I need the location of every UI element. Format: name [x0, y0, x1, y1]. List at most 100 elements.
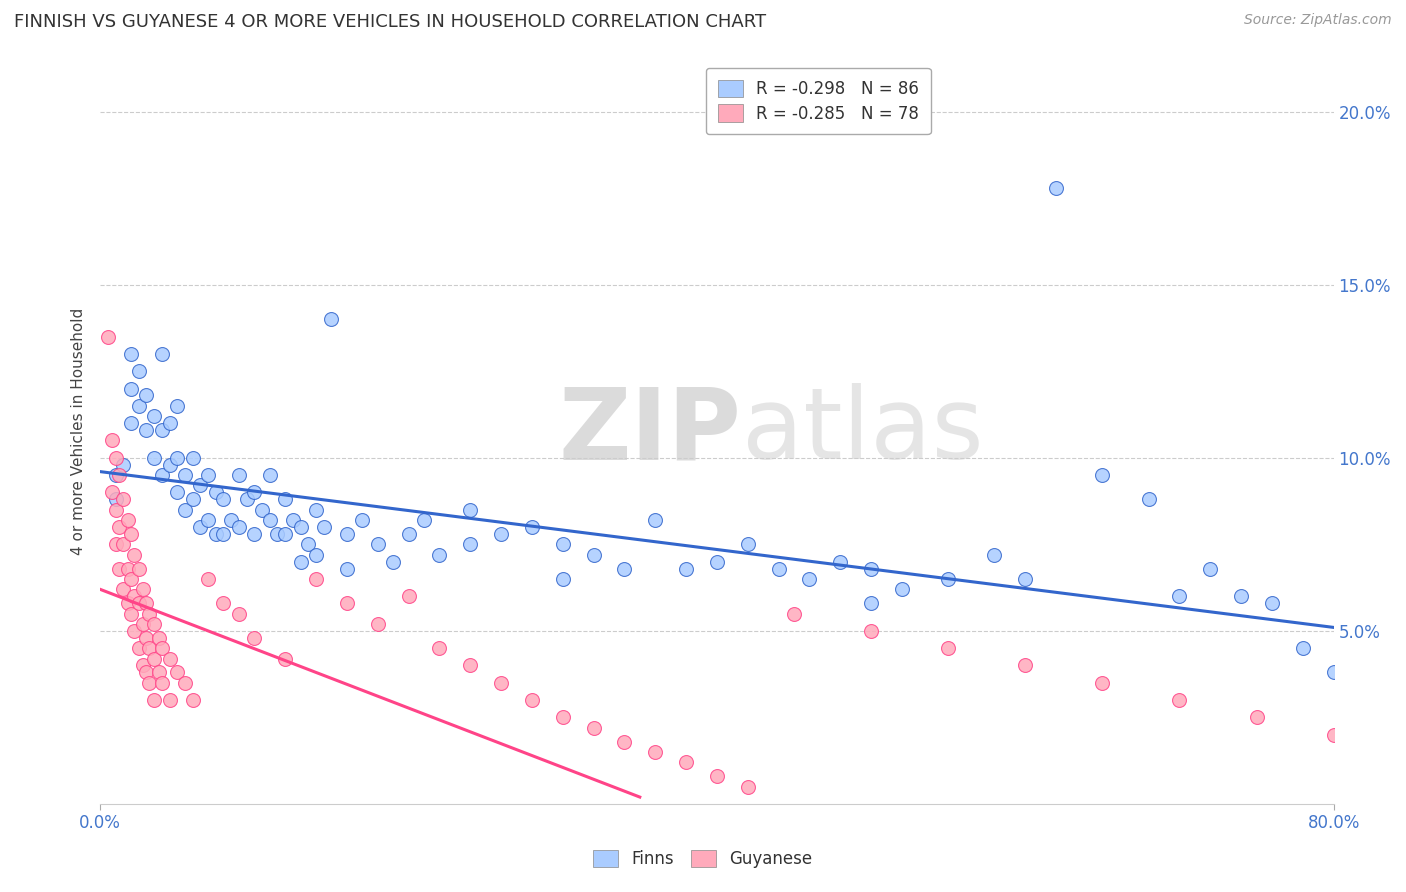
Point — [138, 675, 160, 690]
Point — [143, 693, 166, 707]
Point — [259, 468, 281, 483]
Point — [398, 589, 420, 603]
Point — [1323, 665, 1346, 680]
Point — [117, 513, 139, 527]
Point — [143, 651, 166, 665]
Point — [936, 572, 959, 586]
Point — [551, 710, 574, 724]
Point — [117, 596, 139, 610]
Point — [128, 561, 150, 575]
Point — [1168, 589, 1191, 603]
Point — [117, 561, 139, 575]
Point — [367, 616, 389, 631]
Point — [128, 641, 150, 656]
Point — [174, 675, 197, 690]
Point — [107, 468, 129, 483]
Point — [135, 665, 157, 680]
Point — [336, 596, 359, 610]
Point — [212, 527, 235, 541]
Point — [367, 537, 389, 551]
Point — [1199, 561, 1222, 575]
Point — [104, 502, 127, 516]
Point — [675, 756, 697, 770]
Point — [104, 537, 127, 551]
Point — [148, 631, 170, 645]
Point — [143, 409, 166, 424]
Point — [1045, 180, 1067, 194]
Point — [1137, 492, 1160, 507]
Point — [120, 607, 142, 621]
Point — [1230, 589, 1253, 603]
Point — [706, 555, 728, 569]
Point — [138, 607, 160, 621]
Point — [228, 520, 250, 534]
Point — [122, 624, 145, 638]
Point — [143, 616, 166, 631]
Point — [520, 520, 543, 534]
Point — [336, 527, 359, 541]
Point — [259, 513, 281, 527]
Point — [983, 548, 1005, 562]
Point — [520, 693, 543, 707]
Point — [132, 582, 155, 597]
Point — [150, 641, 173, 656]
Point — [551, 537, 574, 551]
Point — [204, 485, 226, 500]
Point — [830, 555, 852, 569]
Point — [181, 693, 204, 707]
Point — [706, 769, 728, 783]
Point — [458, 537, 481, 551]
Point — [188, 478, 211, 492]
Point — [613, 561, 636, 575]
Point — [290, 520, 312, 534]
Point — [1168, 693, 1191, 707]
Point — [112, 458, 135, 472]
Point — [1091, 468, 1114, 483]
Point — [104, 468, 127, 483]
Point — [132, 658, 155, 673]
Point — [297, 537, 319, 551]
Point — [382, 555, 405, 569]
Point — [166, 450, 188, 465]
Point — [212, 596, 235, 610]
Point — [120, 572, 142, 586]
Point — [104, 492, 127, 507]
Point — [582, 721, 605, 735]
Point — [197, 572, 219, 586]
Point — [274, 651, 297, 665]
Legend: Finns, Guyanese: Finns, Guyanese — [586, 843, 820, 875]
Point — [219, 513, 242, 527]
Point — [188, 520, 211, 534]
Point — [122, 589, 145, 603]
Point — [243, 485, 266, 500]
Point — [135, 388, 157, 402]
Point — [132, 616, 155, 631]
Point — [936, 641, 959, 656]
Point — [768, 561, 790, 575]
Point — [582, 548, 605, 562]
Point — [212, 492, 235, 507]
Point — [290, 555, 312, 569]
Text: atlas: atlas — [741, 384, 983, 480]
Point — [174, 502, 197, 516]
Point — [150, 675, 173, 690]
Point — [737, 780, 759, 794]
Point — [159, 416, 181, 430]
Point — [274, 527, 297, 541]
Point — [305, 502, 328, 516]
Point — [551, 572, 574, 586]
Point — [101, 434, 124, 448]
Point — [128, 364, 150, 378]
Point — [281, 513, 304, 527]
Point — [159, 458, 181, 472]
Point — [336, 561, 359, 575]
Legend: R = -0.298   N = 86, R = -0.285   N = 78: R = -0.298 N = 86, R = -0.285 N = 78 — [706, 68, 931, 135]
Point — [135, 596, 157, 610]
Point — [1014, 658, 1036, 673]
Point — [135, 631, 157, 645]
Point — [489, 675, 512, 690]
Point — [613, 734, 636, 748]
Point — [159, 693, 181, 707]
Point — [1091, 675, 1114, 690]
Point — [312, 520, 335, 534]
